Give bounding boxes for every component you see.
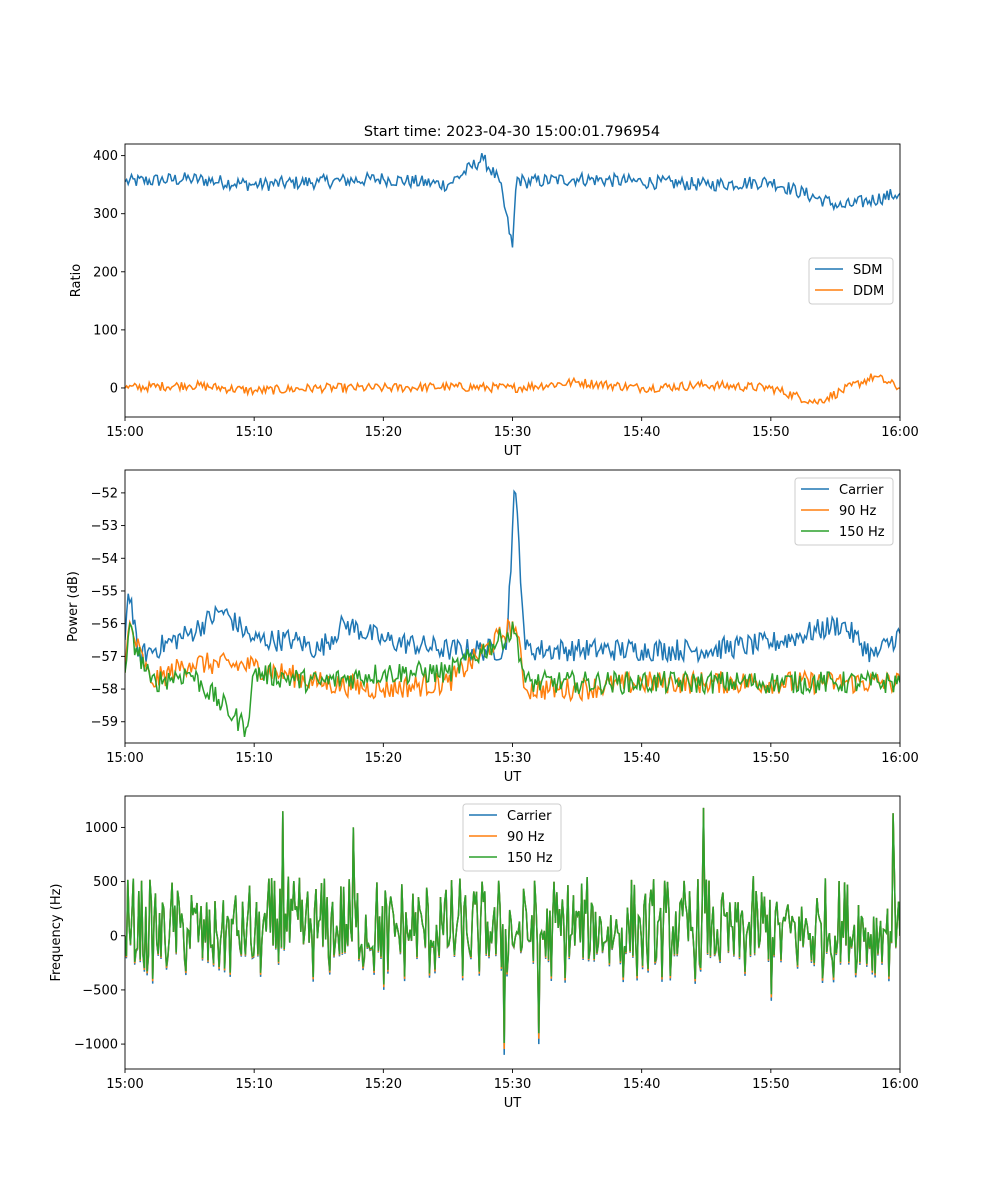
- y-tick-label: −1000: [74, 1038, 118, 1053]
- x-tick-label: 15:20: [365, 751, 402, 766]
- x-tick-label: 15:40: [623, 1077, 660, 1092]
- x-tick-label: 15:30: [494, 1077, 531, 1092]
- x-tick-label: 15:50: [752, 1077, 789, 1092]
- x-tick-label: 16:00: [881, 425, 918, 440]
- series-group: [125, 153, 900, 406]
- legend-box: [794, 477, 894, 546]
- x-tick-label: 15:10: [235, 751, 272, 766]
- y-tick-label: 0: [110, 381, 118, 396]
- x-tick-label: 15:50: [752, 425, 789, 440]
- series-line-90-hz: [125, 618, 900, 703]
- ratio-panel: 15:00 15:10 15:20 15:30 15:40 15:50 16:00 0 100 2…: [69, 143, 919, 459]
- x-tick-label: 15:00: [106, 425, 143, 440]
- legend-entry: Carrier: [507, 809, 552, 824]
- y-tick-label: −56: [91, 617, 118, 632]
- x-tick-label: 15:40: [623, 425, 660, 440]
- y-tick-label: 300: [93, 207, 118, 222]
- y-tick-label: 400: [93, 149, 118, 164]
- x-tick-label: 15:50: [752, 751, 789, 766]
- x-tick-label: 15:10: [235, 1077, 272, 1092]
- x-axis-label: UT: [504, 770, 522, 785]
- x-tick-label: 15:10: [235, 425, 272, 440]
- y-tick-label: −500: [82, 983, 118, 998]
- series-line-carrier: [125, 489, 900, 665]
- x-tick-label: 15:40: [623, 751, 660, 766]
- y-axis-label: Power (dB): [66, 571, 81, 642]
- x-axis-label: UT: [504, 444, 522, 459]
- x-axis-label: UT: [504, 1096, 522, 1111]
- legend-box: [462, 803, 562, 872]
- x-tick-label: 15:30: [494, 751, 531, 766]
- series-line-ddm: [125, 373, 900, 406]
- y-tick-label: 0: [110, 929, 118, 944]
- x-tick-label: 15:30: [494, 425, 531, 440]
- x-tick-label: 15:20: [365, 1077, 402, 1092]
- x-tick-label: 16:00: [881, 1077, 918, 1092]
- frequency-panel: 15:00 15:10 15:20 15:30 15:40 15:50 16:00 1000 5…: [49, 795, 919, 1111]
- x-tick-label: 15:00: [106, 1077, 143, 1092]
- series-line-150-hz: [125, 621, 900, 738]
- series-group: [125, 489, 900, 738]
- y-tick-label: −53: [91, 519, 118, 534]
- y-tick-label: 500: [93, 875, 118, 890]
- series-line-sdm: [125, 153, 900, 248]
- legend-entry: 90 Hz: [839, 504, 876, 519]
- y-tick-label: −55: [91, 584, 118, 599]
- series-group: [125, 807, 900, 1055]
- y-tick-label: 1000: [85, 821, 118, 836]
- y-tick-label: 200: [93, 265, 118, 280]
- y-axis-label: Ratio: [69, 264, 84, 297]
- plot-frame: [124, 143, 901, 418]
- y-tick-label: −59: [91, 715, 118, 730]
- y-tick-label: −54: [91, 552, 118, 567]
- legend-entry: 150 Hz: [839, 525, 885, 540]
- legend-entry: Carrier: [839, 483, 884, 498]
- y-axis-label: Frequency (Hz): [49, 883, 64, 981]
- x-tick-label: 16:00: [881, 751, 918, 766]
- y-tick-label: −57: [91, 650, 118, 665]
- figure-title: Start time: 2023-04-30 15:00:01.796954: [364, 124, 660, 140]
- series-line-150-hz: [125, 807, 900, 1044]
- legend-entry: 150 Hz: [507, 851, 553, 866]
- y-tick-label: −52: [91, 486, 118, 501]
- legend-entry: DDM: [853, 284, 884, 299]
- power-panel: 15:00 15:10 15:20 15:30 15:40 15:50 16:00 −52 −5…: [66, 469, 919, 785]
- legend-entry: 90 Hz: [507, 830, 544, 845]
- x-tick-label: 15:20: [365, 425, 402, 440]
- x-tick-label: 15:00: [106, 751, 143, 766]
- legend-entry: SDM: [853, 263, 882, 278]
- y-tick-label: −58: [91, 683, 118, 698]
- y-tick-label: 100: [93, 323, 118, 338]
